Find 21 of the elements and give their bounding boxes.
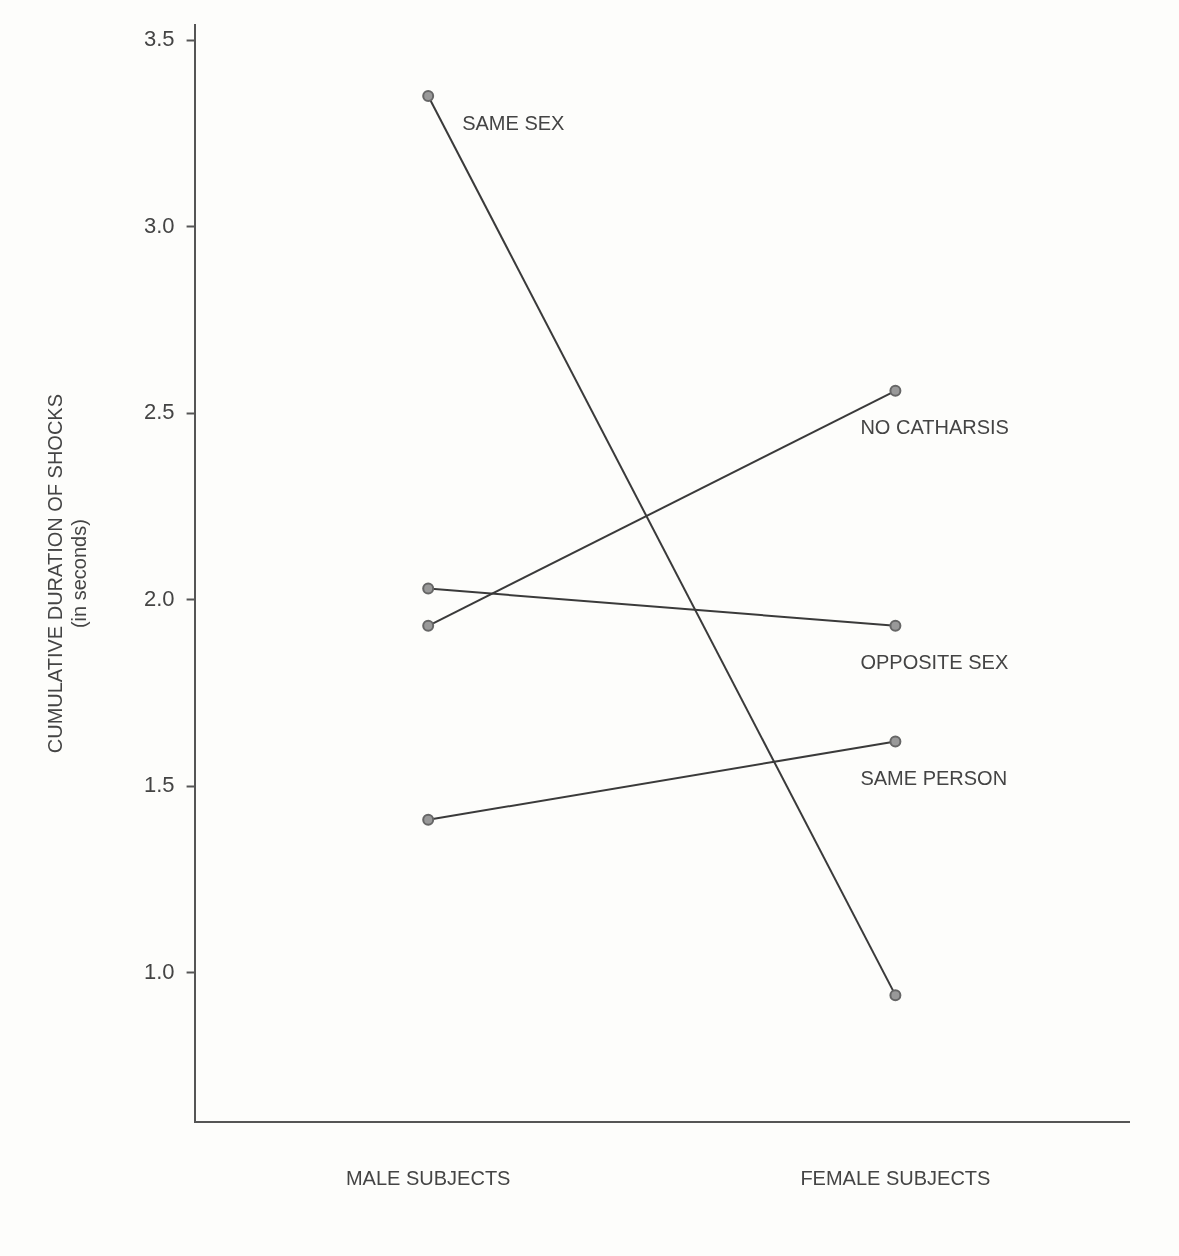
series-label: NO CATHARSIS [860, 416, 1009, 439]
y-tick-label: 2.0 [143, 585, 175, 611]
point [889, 384, 902, 397]
point [422, 619, 435, 632]
point [422, 582, 435, 595]
y-axis-title: CUMULATIVE DURATION OF SHOCKS (in seconds) [43, 393, 90, 754]
x-tick-label: MALE SUBJECTS [345, 1166, 511, 1189]
point [889, 619, 902, 632]
series-label: SAME SEX [462, 111, 565, 134]
point [889, 989, 902, 1002]
series-label: SAME PERSON [860, 766, 1008, 789]
point [889, 735, 902, 748]
y-tick-label: 2.5 [143, 399, 175, 425]
y-tick-label: 3.0 [143, 212, 175, 238]
y-tick-label: 3.5 [143, 26, 175, 52]
y-tick-label: 1.0 [143, 958, 175, 984]
point [422, 90, 435, 103]
point [422, 813, 435, 826]
series-label: OPPOSITE SEX [860, 651, 1009, 674]
y-tick-label: 1.5 [143, 772, 175, 798]
x-tick-label: FEMALE SUBJECTS [800, 1166, 991, 1189]
